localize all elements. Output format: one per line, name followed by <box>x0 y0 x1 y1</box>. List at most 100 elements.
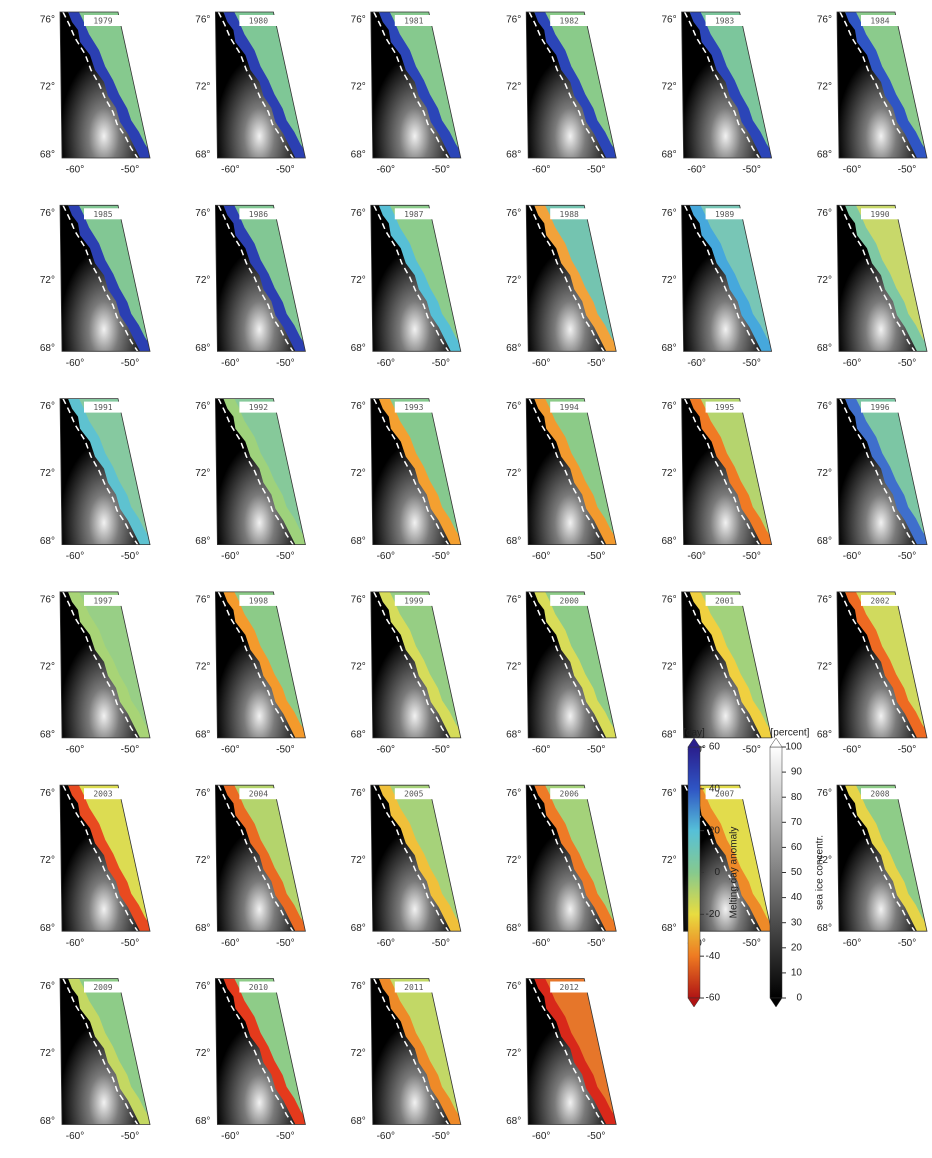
map <box>837 12 927 158</box>
coastal-anomaly <box>218 785 306 932</box>
lon-label: -50° <box>432 358 450 369</box>
lat-label: 76° <box>351 15 366 26</box>
coastal-anomaly <box>62 12 150 158</box>
year-box <box>550 594 589 606</box>
lat-label: 68° <box>817 150 832 161</box>
lon-label: -60° <box>532 745 550 756</box>
year-box <box>239 788 278 800</box>
map-frame <box>525 11 617 159</box>
coastal-anomaly <box>529 978 617 1125</box>
map <box>370 785 461 932</box>
year-box <box>705 788 744 800</box>
lat-label: 72° <box>40 855 55 866</box>
map-panel: 2006 76° 72° 68° -60° -50° <box>506 784 617 949</box>
lat-label: 68° <box>40 923 55 934</box>
lat-label: 68° <box>40 150 55 161</box>
lon-label: -60° <box>377 938 395 949</box>
coastal-anomaly <box>529 785 617 932</box>
colorbar-tick-label: 40 <box>709 783 721 794</box>
lat-label: 76° <box>817 788 832 799</box>
lat-label: 72° <box>506 855 521 866</box>
map-panel: 2003 76° 72° 68° -60° -50° <box>40 784 151 949</box>
year-label: 2005 <box>404 790 423 799</box>
coastal-anomaly <box>529 205 617 352</box>
year-label: 2010 <box>249 983 268 992</box>
year-label: 1986 <box>249 210 268 219</box>
map-panel: 2012 76° 72° 68° -60° -50° <box>506 978 617 1142</box>
colorbar-tick-label: 100 <box>785 742 802 753</box>
coastline <box>62 591 140 738</box>
year-label: 2011 <box>404 983 423 992</box>
colorbar-tick-label: 10 <box>791 968 803 979</box>
coastline <box>62 398 140 545</box>
year-box <box>550 208 589 220</box>
map-frame <box>59 978 151 1125</box>
coastal-anomaly <box>218 12 306 158</box>
lat-label: 76° <box>40 788 55 799</box>
map-panel: 1994 76° 72° 68° -60° -50° <box>506 398 617 562</box>
map-panel: 2000 76° 72° 68° -60° -50° <box>506 591 617 756</box>
coastal-anomaly <box>373 398 461 545</box>
lon-label: -60° <box>221 358 239 369</box>
coastal-anomaly <box>373 785 461 932</box>
map <box>370 978 461 1125</box>
lat-label: 72° <box>506 1048 521 1059</box>
coastline <box>373 12 451 158</box>
year-label: 1979 <box>93 17 112 26</box>
coastal-anomaly <box>839 785 927 932</box>
map <box>681 591 772 738</box>
coastal-anomaly <box>529 591 617 738</box>
lat-label: 76° <box>506 15 521 26</box>
map <box>370 398 461 545</box>
map <box>837 591 927 738</box>
year-box <box>394 208 433 220</box>
lat-label: 72° <box>40 82 55 93</box>
colorbar-tick-label: 30 <box>791 917 803 928</box>
lon-label: -60° <box>66 938 84 949</box>
lat-label: 72° <box>661 855 676 866</box>
map-frame <box>836 784 928 932</box>
lat-label: 68° <box>40 730 55 741</box>
lat-label: 76° <box>351 981 366 992</box>
year-label: 2001 <box>715 596 734 605</box>
lon-label: -50° <box>432 1131 450 1142</box>
colorbar-tick-label: 90 <box>791 767 803 778</box>
map-panel: 1992 76° 72° 68° -60° -50° <box>195 398 306 562</box>
lon-label: -50° <box>898 551 916 562</box>
lon-label: -50° <box>587 745 605 756</box>
year-label: 1988 <box>560 210 579 219</box>
year-box <box>239 15 278 26</box>
lon-label: -60° <box>66 165 84 176</box>
map-frame <box>214 784 306 932</box>
coastal-anomaly <box>62 205 150 352</box>
coastline <box>217 591 296 738</box>
year-box <box>861 594 899 606</box>
map <box>215 978 306 1125</box>
lon-label: -60° <box>66 551 84 562</box>
lat-label: 68° <box>195 150 210 161</box>
year-box <box>861 788 899 800</box>
lat-label: 76° <box>506 208 521 219</box>
coastal-anomaly <box>62 398 150 545</box>
year-label: 2004 <box>249 790 268 799</box>
lon-label: -60° <box>66 745 84 756</box>
year-label: 2002 <box>870 596 889 605</box>
lat-label: 68° <box>506 1116 521 1127</box>
lon-label: -50° <box>742 358 760 369</box>
lat-label: 68° <box>506 730 521 741</box>
lat-label: 68° <box>506 536 521 547</box>
lat-label: 76° <box>40 401 55 412</box>
lon-label: -50° <box>587 165 605 176</box>
lat-label: 72° <box>506 275 521 286</box>
map-panel: 1993 76° 72° 68° -60° -50° <box>351 398 462 562</box>
lon-label: -50° <box>742 938 760 949</box>
lon-label: -50° <box>587 938 605 949</box>
map-panel: 1990 76° 72° 68° -60° -50° <box>817 204 928 369</box>
colorbar-tick-label: 70 <box>791 817 803 828</box>
year-box <box>239 981 278 993</box>
lat-label: 76° <box>506 401 521 412</box>
map-panel: 1980 76° 72° 68° -60° -50° <box>195 11 306 176</box>
year-box <box>550 15 589 26</box>
